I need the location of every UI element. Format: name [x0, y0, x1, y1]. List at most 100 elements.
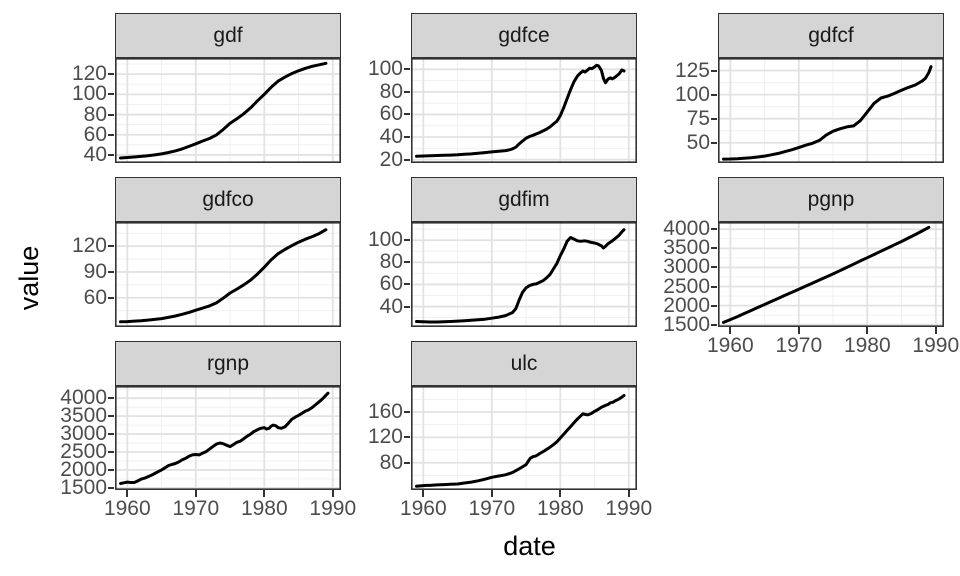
y-tick-label-pgnp: 2500 [663, 274, 710, 298]
y-tick-mark-pgnp [711, 247, 717, 250]
y-tick-label-gdfce: 20 [379, 147, 403, 171]
x-tick-label-rgnp: 1970 [172, 497, 220, 520]
y-tick-label-gdfim: 60 [379, 272, 403, 296]
y-tick-label-pgnp: 2000 [663, 293, 710, 317]
y-tick-label-gdfce: 80 [379, 79, 403, 103]
y-tick-mark-gdf [108, 73, 114, 76]
y-tick-label-pgnp: 3500 [663, 236, 710, 260]
x-tick-label-pgnp: 1980 [843, 334, 891, 357]
y-tick-label-gdfcf: 125 [674, 58, 710, 82]
y-tick-mark-rgnp [108, 397, 114, 400]
x-tick-mark-rgnp [331, 490, 334, 497]
y-tick-mark-ulc [404, 461, 410, 464]
x-tick-mark-ulc [490, 490, 493, 497]
panel-plot-gdfcf [718, 58, 944, 163]
y-tick-mark-gdf [108, 93, 114, 96]
y-tick-mark-rgnp [108, 433, 114, 436]
y-tick-label-ulc: 120 [367, 425, 403, 449]
x-tick-mark-rgnp [263, 490, 266, 497]
y-tick-mark-pgnp [711, 304, 717, 307]
y-tick-mark-gdfim [404, 239, 410, 242]
y-tick-mark-rgnp [108, 415, 114, 418]
y-tick-mark-gdf [108, 113, 114, 116]
y-tick-label-gdf: 80 [83, 102, 107, 126]
y-tick-label-gdfce: 60 [379, 102, 403, 126]
panel-plot-ulc [411, 386, 637, 490]
x-axis-title: date [503, 531, 556, 561]
x-tick-label-pgnp: 1990 [912, 334, 960, 357]
y-tick-mark-gdfce [404, 113, 410, 116]
series-line-gdfco [119, 228, 328, 324]
y-tick-label-rgnp: 3000 [60, 422, 107, 446]
y-tick-label-pgnp: 3000 [663, 255, 710, 279]
y-tick-label-rgnp: 4000 [60, 386, 107, 410]
panel-plot-gdf [115, 58, 341, 163]
y-tick-label-gdfco: 90 [83, 259, 107, 283]
y-tick-label-gdfco: 60 [83, 285, 107, 309]
y-tick-mark-gdfce [404, 68, 410, 71]
y-tick-label-gdfce: 40 [379, 125, 403, 149]
x-tick-label-pgnp: 1960 [706, 334, 754, 357]
y-tick-mark-pgnp [711, 285, 717, 288]
y-tick-label-gdfim: 100 [367, 228, 403, 252]
y-tick-mark-gdfcf [711, 141, 717, 144]
y-tick-label-gdfcf: 75 [686, 106, 710, 130]
y-tick-mark-gdfce [404, 158, 410, 161]
panel-plot-pgnp [718, 222, 944, 327]
y-tick-mark-gdfcf [711, 69, 717, 72]
facet-strip-label-ulc: ulc [510, 352, 538, 375]
facet-strip-label-pgnp: pgnp [807, 188, 855, 211]
y-tick-mark-gdfce [404, 90, 410, 93]
panel-plot-gdfim [411, 222, 637, 327]
x-tick-label-ulc: 1970 [468, 497, 516, 520]
y-tick-mark-rgnp [108, 486, 114, 489]
facet-strip-ulc: ulc [411, 341, 637, 386]
y-tick-mark-gdfcf [711, 93, 717, 96]
y-tick-label-gdfim: 80 [379, 250, 403, 274]
facet-strip-gdfcf: gdfcf [718, 13, 944, 58]
series-line-pgnp [722, 225, 931, 324]
x-tick-label-ulc: 1980 [536, 497, 584, 520]
x-tick-mark-pgnp [866, 327, 869, 334]
y-tick-label-gdf: 60 [83, 122, 107, 146]
y-tick-mark-rgnp [108, 468, 114, 471]
facet-strip-label-gdfcf: gdfcf [808, 24, 854, 47]
y-tick-label-pgnp: 1500 [663, 312, 710, 336]
y-tick-mark-gdf [108, 153, 114, 156]
x-tick-label-rgnp: 1990 [309, 497, 357, 520]
facet-strip-label-gdf: gdf [213, 24, 243, 47]
y-tick-label-rgnp: 2000 [60, 457, 107, 481]
facet-strip-label-rgnp: rgnp [206, 352, 250, 375]
y-tick-mark-gdfim [404, 305, 410, 308]
facet-strip-label-gdfco: gdfco [202, 188, 254, 211]
facet-strip-label-gdfim: gdfim [498, 188, 550, 211]
y-tick-mark-gdf [108, 133, 114, 136]
series-line-ulc [415, 394, 626, 488]
x-tick-mark-ulc [559, 490, 562, 497]
series-line-gdfce [415, 63, 626, 158]
y-tick-mark-pgnp [711, 323, 717, 326]
series-line-gdf [119, 61, 328, 160]
y-tick-label-ulc: 80 [379, 450, 403, 474]
y-tick-mark-pgnp [711, 228, 717, 231]
y-tick-label-ulc: 160 [367, 400, 403, 423]
x-tick-mark-pgnp [729, 327, 732, 334]
y-tick-label-rgnp: 3500 [60, 404, 107, 428]
y-tick-label-gdf: 100 [71, 82, 107, 106]
y-tick-label-rgnp: 1500 [60, 475, 107, 499]
x-tick-mark-pgnp [797, 327, 800, 334]
facet-strip-pgnp: pgnp [718, 177, 944, 222]
facet-strip-label-gdfce: gdfce [498, 24, 550, 47]
panel-plot-rgnp [115, 386, 341, 490]
x-tick-mark-rgnp [126, 490, 129, 497]
facet-strip-gdf: gdf [115, 13, 341, 58]
series-line-rgnp [119, 391, 330, 485]
y-tick-label-gdfcf: 50 [686, 130, 710, 154]
y-tick-mark-gdfce [404, 136, 410, 139]
x-tick-label-ulc: 1990 [605, 497, 653, 520]
facet-strip-gdfco: gdfco [115, 177, 341, 222]
facet-strip-gdfce: gdfce [411, 13, 637, 58]
y-tick-mark-gdfim [404, 283, 410, 286]
y-tick-mark-gdfco [108, 245, 114, 248]
